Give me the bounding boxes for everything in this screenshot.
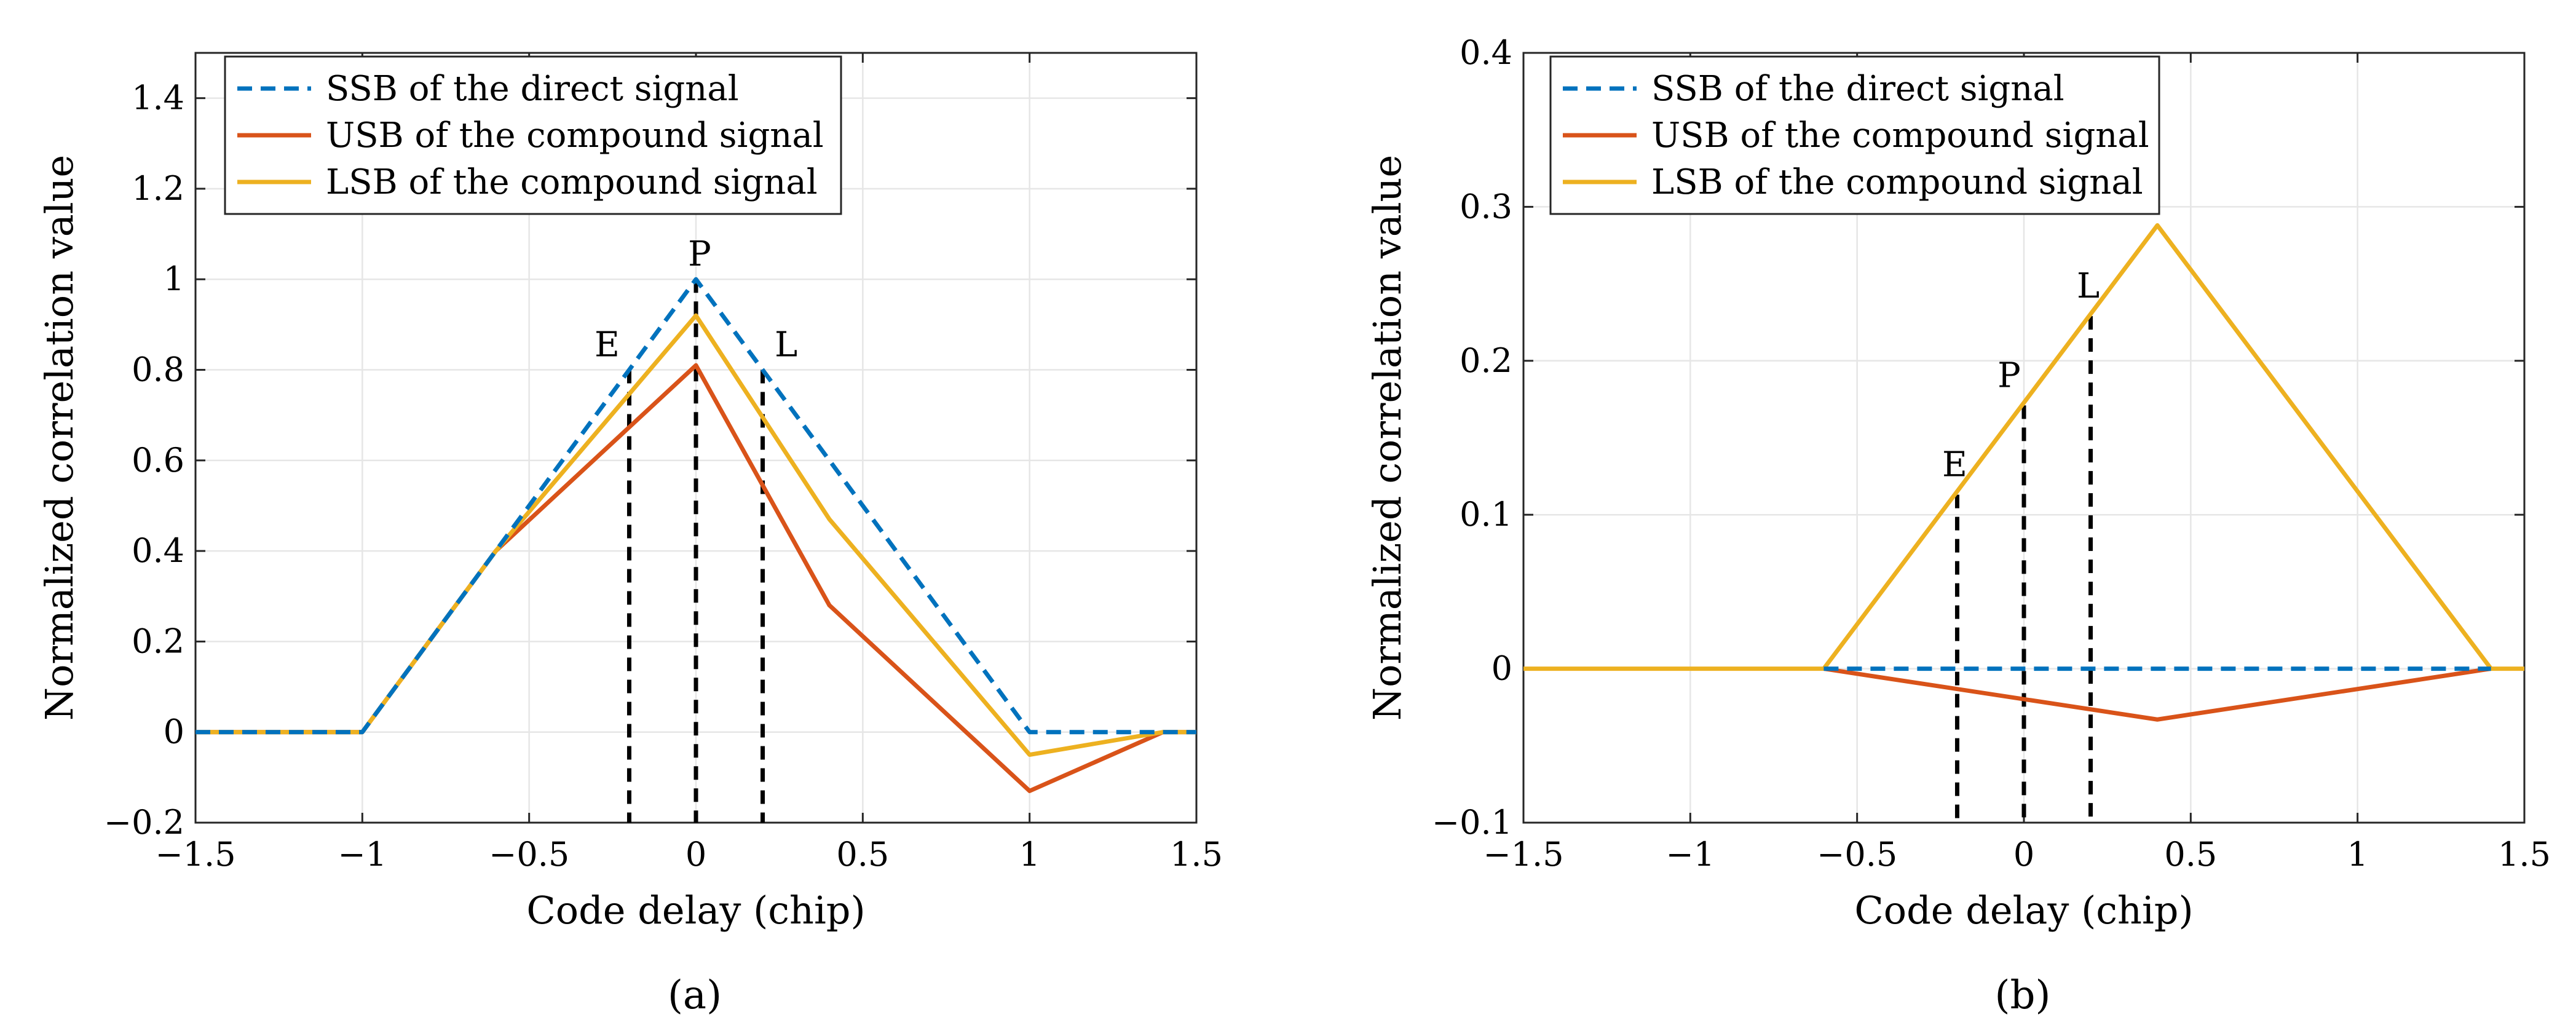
x-tick-label: 1	[1019, 835, 1040, 874]
y-tick-label: 0	[164, 713, 184, 751]
marker-label-e: E	[595, 325, 620, 365]
x-tick-label: −1	[1666, 835, 1715, 874]
series-line-ssb	[196, 277, 1196, 735]
legend-box	[224, 55, 842, 215]
legend-box	[1549, 55, 2160, 215]
marker-label-e: E	[1942, 445, 1967, 485]
x-axis-label: Code delay (chip)	[526, 888, 865, 933]
y-tick-label: 0.6	[132, 441, 184, 480]
x-tick-label: 0	[2013, 835, 2034, 874]
y-tick-label: 0	[1491, 649, 1512, 688]
marker-label-l: L	[2077, 266, 2100, 306]
series-line-usb	[1823, 666, 2492, 722]
x-tick-label: 0.5	[2164, 835, 2217, 874]
x-tick-label: −1.5	[1483, 835, 1563, 874]
x-tick-label: 1.5	[2498, 835, 2551, 874]
marker-label-p: P	[688, 234, 711, 274]
chart-panel-b: −1.5 −1 −0.5 0 0.5 1 1.5 −0.1 0 0.1 0.2 0.3 0.4 Code …	[1365, 33, 2551, 1018]
x-tick-label: 0.5	[836, 835, 889, 874]
y-tick-label: 0.2	[132, 622, 184, 660]
y-tick-label: 0.4	[1460, 33, 1512, 72]
marker-label-p: P	[1997, 355, 2021, 395]
y-tick-label: 1	[164, 259, 184, 298]
x-tick-label: −1	[338, 835, 387, 874]
series-line-lsb	[1523, 223, 2524, 671]
y-tick-label: 0.1	[1460, 495, 1512, 534]
x-tick-label: 1.5	[1170, 835, 1223, 874]
x-tick-label: 1	[2347, 835, 2368, 874]
panel-label: (b)	[1995, 973, 2051, 1018]
y-axis-label: Normalized correlation value	[1365, 155, 1410, 721]
legend-label-lsb: LSB of the compound signal	[1651, 162, 2143, 202]
legend-label-ssb: SSB of the direct signal	[326, 69, 739, 109]
y-tick-label: 1.2	[132, 169, 184, 208]
legend-label-usb: USB of the compound signal	[326, 116, 824, 156]
y-tick-label: 0.8	[132, 350, 184, 389]
y-tick-label: 0.3	[1460, 187, 1512, 226]
y-tick-label: 1.4	[132, 79, 184, 117]
x-tick-label: −1.5	[155, 835, 235, 874]
legend-label-usb: USB of the compound signal	[1651, 116, 2149, 156]
series-line-lsb	[196, 313, 1196, 757]
x-tick-label: 0	[685, 835, 706, 874]
x-tick-label: −0.5	[1817, 835, 1897, 874]
legend: SSB of the direct signal USB of the compo…	[1549, 55, 2160, 215]
legend: SSB of the direct signal USB of the compo…	[224, 55, 842, 215]
y-tick-label: 0.4	[132, 531, 184, 570]
y-tick-label: −0.2	[104, 803, 184, 842]
marker-label-l: L	[775, 325, 797, 365]
legend-label-ssb: SSB of the direct signal	[1651, 69, 2064, 109]
x-axis-label: Code delay (chip)	[1854, 888, 2193, 933]
y-tick-label: 0.2	[1460, 341, 1512, 380]
legend-label-lsb: LSB of the compound signal	[326, 162, 818, 202]
chart-panel-a: −1.5 −1 −0.5 0 0.5 1 1.5 −0.2 0 0.2 0.4 0.6 0.8 1 1.2 1…	[37, 52, 1223, 1018]
panel-label: (a)	[668, 973, 722, 1018]
y-axis-label: Normalized correlation value	[37, 155, 82, 721]
y-tick-label: −0.1	[1432, 803, 1512, 842]
x-tick-label: −0.5	[489, 835, 569, 874]
